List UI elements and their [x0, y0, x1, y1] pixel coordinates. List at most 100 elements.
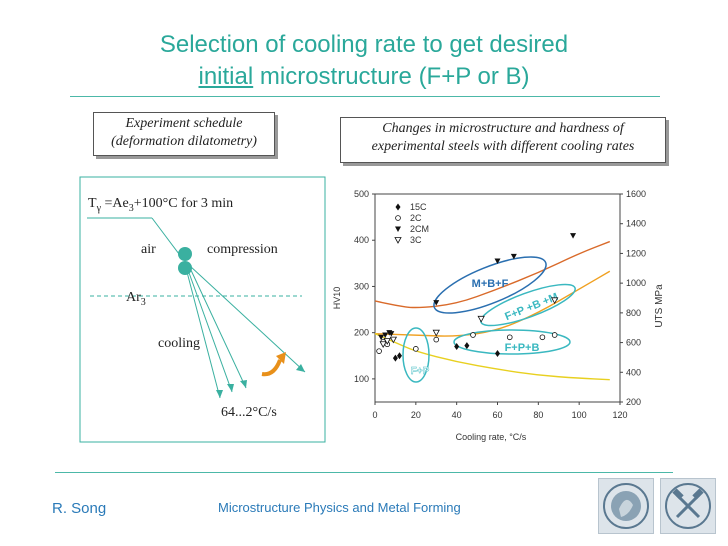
point-3C: [432, 329, 440, 337]
x-tick-label: 120: [612, 410, 627, 420]
region-mbf-ellipse: [433, 256, 547, 314]
legend-label-15C: 15C: [410, 202, 427, 212]
legend-label-2CM: 2CM: [410, 224, 429, 234]
point-2C: [539, 334, 546, 341]
point-2CM: [494, 258, 501, 265]
legend-marker-2CM: [395, 226, 401, 232]
experiment-schedule-box: Experiment schedule (deformation dilatom…: [93, 112, 275, 156]
point-2CM: [510, 253, 517, 260]
point-15C: [397, 352, 402, 360]
uts-curve-1: [374, 270, 611, 337]
y2-tick-label: 400: [626, 367, 641, 377]
footer-rule: [55, 472, 673, 473]
point-15C: [392, 354, 398, 362]
y2-tick-label: 600: [626, 338, 641, 348]
title-rest: microstructure (F+P or B): [253, 63, 530, 90]
cooling-rates-label: 64...2°C/s: [221, 405, 277, 420]
y-tick-label: 500: [354, 189, 369, 199]
point-2C: [376, 348, 382, 354]
y-tick-label: 200: [354, 328, 369, 338]
region-label-mbf: M+B+F: [472, 278, 509, 290]
region-fp-ellipse: [402, 327, 430, 383]
point-2CM: [433, 300, 440, 306]
point-3C: [477, 315, 485, 323]
cooling-lines: [186, 265, 306, 399]
data-points: [376, 233, 577, 362]
point-2C: [470, 332, 476, 338]
y2-tick-label: 200: [626, 397, 641, 407]
y2-tick-label: 1000: [626, 278, 646, 288]
point-15C: [454, 343, 460, 351]
air-label: air: [141, 242, 156, 257]
legend-marker-2C: [395, 215, 401, 221]
soak-temperature-label: Tγ =Ae3+100°C for 3 min: [88, 196, 234, 214]
point-3C: [379, 341, 387, 349]
changes-box: Changes in microstructure and hardness o…: [340, 117, 666, 163]
x-tick-label: 60: [492, 410, 502, 420]
point-2C: [413, 346, 419, 352]
point-2CM: [378, 334, 385, 341]
curved-arrow-icon: [261, 359, 282, 377]
region-label-fp: F+P: [411, 366, 430, 377]
legend-marker-3C: [394, 237, 402, 244]
point-2CM: [570, 233, 577, 239]
experiment-schedule-line1: Experiment schedule: [125, 116, 243, 131]
slide-title-line2: initial microstructure (F+P or B): [0, 62, 728, 92]
compression-label: compression: [207, 242, 278, 257]
point-3C: [389, 336, 398, 344]
point-3C: [383, 338, 391, 345]
curved-arrow-head: [276, 352, 286, 364]
legend-label-2C: 2C: [410, 213, 422, 223]
point-3C: [550, 297, 559, 305]
uts-curves: [374, 240, 611, 381]
point-2CM: [382, 332, 389, 338]
cooling-arrowheads: [216, 364, 305, 398]
cooling-label: cooling: [158, 336, 200, 351]
ar3-label: Ar3: [126, 290, 146, 308]
y-tick-label: 100: [354, 374, 369, 384]
minerva-logo-icon: [603, 483, 649, 529]
upper-roll: [178, 247, 192, 261]
changes-line1: Changes in microstructure and hardness o…: [382, 121, 624, 136]
y-axis-label: HV10: [332, 287, 342, 310]
point-2C: [551, 332, 558, 338]
x-tick-label: 20: [411, 410, 421, 420]
uts-curve-2: [374, 333, 610, 381]
x-tick-label: 40: [452, 410, 462, 420]
hammer-pick-logo-icon: [665, 483, 711, 529]
y2-tick-label: 800: [626, 308, 641, 318]
experiment-schedule-line2: (deformation dilatometry): [111, 134, 257, 149]
uts-curve-0: [374, 240, 611, 309]
cooling-to-roll-line: [151, 217, 183, 259]
region-fpb-ellipse: [453, 329, 571, 355]
x-ticks: 0 20 40 60 80 100 120: [372, 402, 628, 420]
y-tick-label: 400: [354, 235, 369, 245]
legend-marker-15C: [395, 203, 401, 211]
y2-tick-label: 1600: [626, 189, 646, 199]
y2-ticks: 200 400 600 800 1000 1200 1400 1600: [620, 189, 646, 407]
legend-label-3C: 3C: [410, 235, 422, 245]
institute-logo-right: [660, 478, 716, 534]
changes-line2: experimental steels with different cooli…: [371, 139, 635, 154]
footer-author: R. Song: [52, 500, 107, 517]
y2-axis-label: UTS MPa: [654, 284, 665, 328]
title-rule: [70, 96, 660, 97]
point-2C: [506, 334, 513, 341]
plot-area: [374, 193, 621, 403]
y2-tick-label: 1200: [626, 248, 646, 258]
x-tick-label: 0: [372, 410, 377, 420]
y-ticks: 100 200 300 400 500: [354, 189, 375, 384]
point-15C: [464, 342, 470, 350]
footer-center: Microstructure Physics and Metal Forming: [218, 500, 461, 515]
institute-logo-left: [598, 478, 654, 534]
point-15C: [495, 349, 500, 357]
point-2C: [433, 336, 440, 343]
y-tick-label: 300: [354, 281, 369, 291]
title-underlined-word: initial: [198, 63, 254, 90]
x-tick-label: 100: [572, 410, 587, 420]
region-label-fpb: F+P+B: [505, 342, 540, 354]
diagram-frame: [79, 176, 326, 443]
